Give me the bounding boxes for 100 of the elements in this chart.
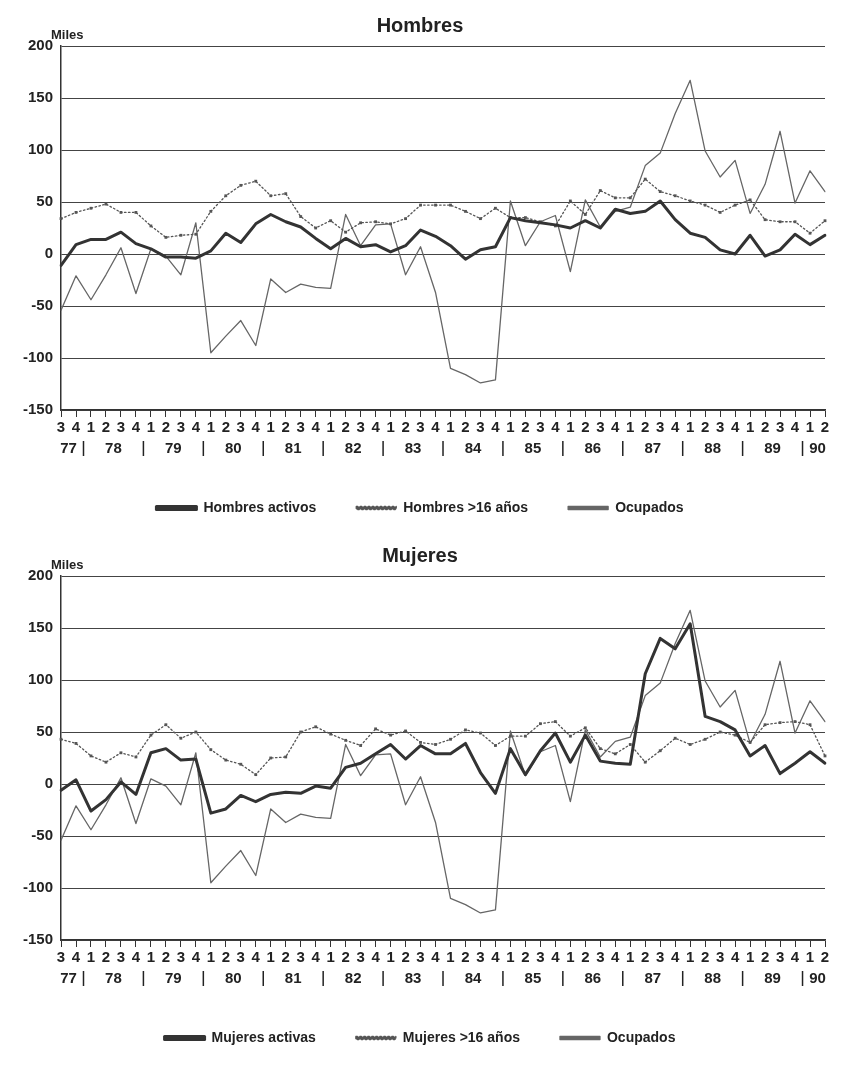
x-tick-label: 2: [820, 948, 830, 966]
x-tick-label: 1: [266, 948, 275, 966]
x-tick-label: 4: [71, 948, 81, 966]
x-tick-label: 3: [596, 948, 605, 966]
text: 87: [644, 968, 662, 986]
text: 85: [524, 968, 542, 986]
x-tick-label: 2: [341, 418, 350, 436]
x-tick-label: 4: [611, 418, 621, 436]
x-tick-label: 1: [446, 948, 455, 966]
x-tick-label: 4: [371, 948, 381, 966]
legend-label: Ocupados: [615, 498, 684, 515]
x-tick-label: 3: [56, 418, 66, 436]
x-tick-label: 4: [491, 418, 501, 436]
x-tick-label: 2: [760, 418, 770, 436]
x-tick-label: 2: [820, 418, 830, 436]
x-tick-label: 1: [206, 948, 215, 966]
x-tick-label: 1: [626, 418, 635, 436]
x-tick-label: 2: [581, 948, 590, 966]
chart-title: Mujeres: [382, 543, 458, 566]
x-tick-label: 1: [626, 948, 635, 966]
y-tick-label: 150: [27, 618, 54, 636]
x-tick-label: 4: [131, 948, 141, 966]
x-tick-label: 2: [700, 418, 710, 436]
x-tick-label: 4: [251, 418, 261, 436]
x-tick-label: 2: [521, 418, 530, 436]
x-tick-label: 3: [176, 948, 186, 966]
text: 80: [224, 438, 242, 456]
x-tick-label: 3: [176, 418, 186, 436]
x-tick-label: 3: [116, 418, 126, 436]
x-tick-label: 3: [715, 418, 725, 436]
y-tick-label: -100: [22, 348, 54, 366]
y-tick-label: -150: [22, 930, 54, 948]
text: 79: [165, 438, 182, 456]
x-tick-label: 1: [686, 418, 695, 436]
x-tick-label: 4: [671, 948, 681, 966]
y-tick-label: 50: [36, 722, 54, 740]
x-tick-label: 3: [416, 418, 425, 436]
legend-label: Mujeres >16 años: [402, 1028, 521, 1045]
x-tick-label: 1: [146, 418, 156, 436]
x-tick-label: 4: [730, 948, 740, 966]
x-tick-label: 1: [86, 948, 96, 966]
y-tick-label: 150: [27, 88, 54, 106]
text: 81: [284, 438, 302, 456]
text: 83: [404, 438, 422, 456]
text: 85: [524, 438, 542, 456]
text: 78: [105, 968, 122, 986]
text: 87: [644, 438, 662, 456]
legend-label: Hombres activos: [203, 498, 317, 515]
y-tick-label: -50: [31, 826, 54, 844]
x-tick-label: 2: [401, 418, 410, 436]
x-tick-label: 2: [101, 418, 111, 436]
y-tick-label: 100: [27, 140, 54, 158]
y-tick-label: 0: [44, 244, 54, 262]
x-tick-label: 2: [161, 948, 171, 966]
x-tick-label: 3: [536, 418, 545, 436]
text: 88: [704, 438, 721, 456]
x-tick-label: 4: [671, 418, 681, 436]
x-tick-label: 4: [790, 948, 800, 966]
x-tick-label: 2: [221, 418, 230, 436]
x-tick-label: 2: [461, 418, 470, 436]
x-tick-label: 2: [641, 948, 650, 966]
x-tick-label: 2: [461, 948, 470, 966]
x-tick-label: 4: [311, 948, 321, 966]
x-tick-label: 3: [236, 948, 245, 966]
x-tick-label: 1: [86, 418, 96, 436]
x-tick-label: 1: [326, 418, 335, 436]
text: 77: [60, 438, 77, 456]
x-tick-label: 1: [266, 418, 275, 436]
x-tick-label: 3: [116, 948, 126, 966]
x-tick-label: 2: [221, 948, 230, 966]
x-tick-label: 1: [386, 948, 395, 966]
x-tick-label: 2: [521, 948, 530, 966]
text: 90: [809, 968, 826, 986]
x-tick-label: 2: [401, 948, 410, 966]
x-tick-label: 3: [715, 948, 725, 966]
text: 84: [464, 438, 482, 456]
text: 84: [464, 968, 482, 986]
x-tick-label: 3: [296, 418, 305, 436]
x-tick-label: 4: [730, 418, 740, 436]
x-tick-label: 2: [641, 418, 650, 436]
x-tick-label: 3: [416, 948, 425, 966]
x-tick-label: 2: [101, 948, 111, 966]
legend-label: Hombres >16 años: [403, 498, 529, 515]
x-tick-label: 2: [760, 948, 770, 966]
x-tick-label: 2: [281, 948, 290, 966]
x-tick-label: 3: [296, 948, 305, 966]
x-tick-label: 3: [775, 418, 785, 436]
x-tick-label: 1: [566, 418, 575, 436]
x-tick-label: 2: [581, 418, 590, 436]
x-tick-label: 3: [356, 948, 365, 966]
x-tick-label: 1: [506, 418, 515, 436]
x-tick-label: 4: [191, 948, 201, 966]
x-tick-label: 3: [596, 418, 605, 436]
x-tick-label: 3: [656, 948, 665, 966]
x-tick-label: 2: [161, 418, 171, 436]
x-tick-label: 3: [476, 418, 485, 436]
x-tick-label: 3: [476, 948, 485, 966]
x-tick-label: 4: [551, 948, 561, 966]
text: 80: [224, 968, 242, 986]
text: 79: [165, 968, 182, 986]
